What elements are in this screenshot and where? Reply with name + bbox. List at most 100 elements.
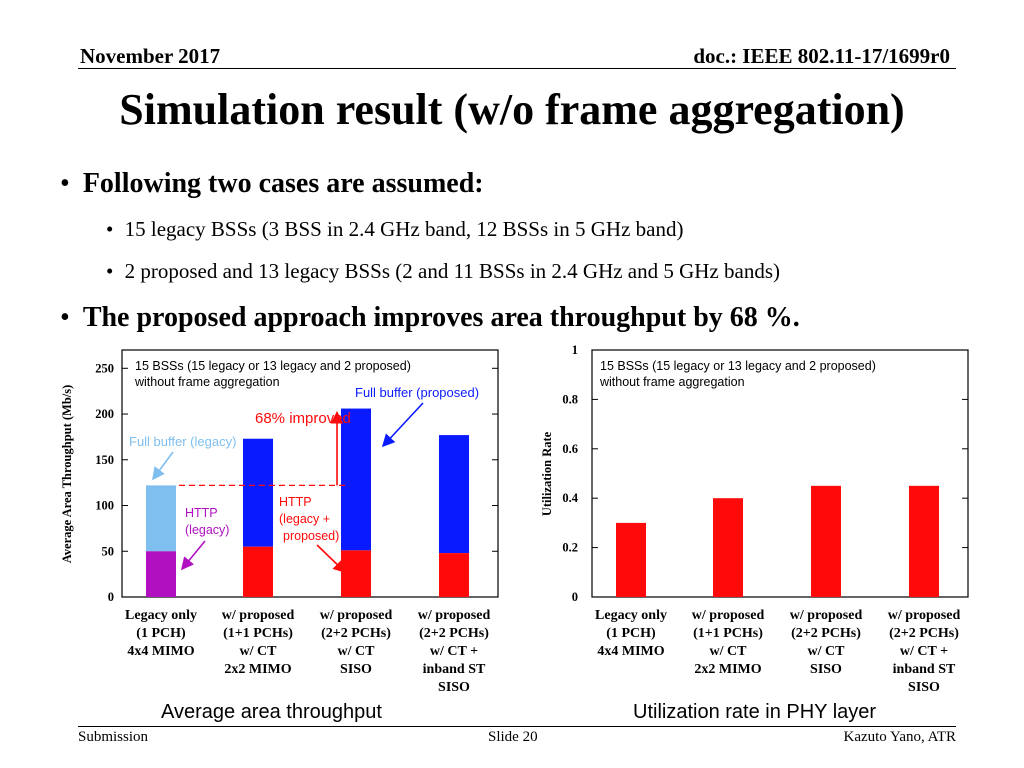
bullet-2-text: The proposed approach improves area thro… xyxy=(82,302,800,333)
bar-full-buffer-4 xyxy=(439,435,469,554)
y-tick-label: 50 xyxy=(102,544,115,558)
full-buffer-proposed-arrow xyxy=(381,402,424,448)
x-tick-label: w/ CT + xyxy=(430,644,478,659)
bar-http-1 xyxy=(146,551,176,597)
bullet-dot: • xyxy=(60,168,70,199)
x-tick-label: (2+2 PCHs) xyxy=(889,626,959,641)
x-tick-label: Legacy only xyxy=(595,608,667,623)
right-chart-caption: Utilization rate in PHY layer xyxy=(633,701,877,723)
x-tick-label: w/ CT xyxy=(240,644,278,659)
x-tick-label: (1 PCH) xyxy=(136,626,186,641)
http-proposed-label-3: proposed) xyxy=(283,529,339,543)
x-tick-label: w/ proposed xyxy=(790,608,863,623)
x-tick-label: SISO xyxy=(438,680,470,695)
x-tick-label: w/ proposed xyxy=(692,608,765,623)
bullet-2: • The proposed approach improves area th… xyxy=(60,302,800,334)
bar-full-buffer-2 xyxy=(243,438,273,547)
x-tick-label: inband ST xyxy=(423,662,486,677)
http-proposed-label-2: (legacy + xyxy=(279,512,330,526)
x-tick-label: 2x2 MIMO xyxy=(224,662,291,677)
x-tick-label: Legacy only xyxy=(125,608,197,623)
x-tick-label: w/ CT xyxy=(808,644,846,659)
http-legacy-arrow xyxy=(180,540,206,571)
y-tick-label: 250 xyxy=(95,361,114,375)
x-tick-label: w/ CT xyxy=(710,644,748,659)
y-tick-label: 0.8 xyxy=(562,392,578,406)
x-tick-label: SISO xyxy=(908,680,940,695)
x-tick-label: inband ST xyxy=(893,662,956,677)
y-tick-label: 150 xyxy=(95,453,114,467)
bar-utilization-2 xyxy=(713,498,743,597)
plot-frame xyxy=(591,349,969,598)
x-tick-label: SISO xyxy=(340,662,372,677)
chart-title-line1: 15 BSSs (15 legacy or 13 legacy and 2 pr… xyxy=(600,359,876,373)
y-tick-label: 100 xyxy=(95,499,114,513)
footer-rule xyxy=(78,726,956,727)
bar-utilization-4 xyxy=(909,485,939,597)
slide-title: Simulation result (w/o frame aggregation… xyxy=(119,85,905,134)
x-tick-label: 2x2 MIMO xyxy=(694,662,761,677)
http-proposed-label-1: HTTP xyxy=(279,495,312,509)
y-tick-label: 0.4 xyxy=(562,491,578,505)
y-tick-label: 0 xyxy=(572,590,578,604)
x-tick-label: (1+1 PCHs) xyxy=(223,626,293,641)
x-tick-label: w/ proposed xyxy=(320,608,393,623)
x-tick-label: (2+2 PCHs) xyxy=(321,626,391,641)
throughput-chart: 0 50 100 150 200 250 Legacy only (1 PCH) 4x4 MI… xyxy=(60,349,499,695)
bar-http-4 xyxy=(439,553,469,597)
chart-title-line2: without frame aggregation xyxy=(599,375,745,389)
footer-slide-number: Slide 20 xyxy=(488,729,538,745)
http-proposed-arrow xyxy=(316,544,347,574)
bullet-1b: • 2 proposed and 13 legacy BSSs (2 and 1… xyxy=(106,259,780,284)
bullet-1b-text: 2 proposed and 13 legacy BSSs (2 and 11 … xyxy=(124,259,781,283)
y-tick-label: 1 xyxy=(572,343,578,357)
y-axis-label: Average Area Throughput (Mb/s) xyxy=(60,385,74,564)
bar-full-buffer-1 xyxy=(146,485,176,552)
x-tick-label: 4x4 MIMO xyxy=(127,644,194,659)
x-tick-label: (1 PCH) xyxy=(606,626,656,641)
full-buffer-legacy-arrow xyxy=(152,451,174,481)
x-tick-label: (2+2 PCHs) xyxy=(791,626,861,641)
y-tick-label: 0.2 xyxy=(562,541,578,555)
bar-http-2 xyxy=(243,546,273,597)
footer-submission: Submission xyxy=(78,729,149,745)
bar-http-3 xyxy=(341,550,371,597)
y-tick-label: 0 xyxy=(108,590,114,604)
bullet-dot: • xyxy=(106,217,114,241)
x-tick-label: w/ CT + xyxy=(900,644,948,659)
bullet-dot: • xyxy=(60,302,70,333)
x-tick-label: 4x4 MIMO xyxy=(597,644,664,659)
bar-utilization-3 xyxy=(811,485,841,597)
y-axis-label: Utilization Rate xyxy=(540,431,554,516)
chart-title-line1: 15 BSSs (15 legacy or 13 legacy and 2 pr… xyxy=(135,359,411,373)
plot-frame xyxy=(121,349,499,598)
header-doc-id: doc.: IEEE 802.11-17/1699r0 xyxy=(693,44,950,68)
footer-author: Kazuto Yano, ATR xyxy=(843,729,956,745)
bullet-1a-text: 15 legacy BSSs (3 BSS in 2.4 GHz band, 1… xyxy=(124,217,684,241)
chart-title-line2: without frame aggregation xyxy=(134,375,280,389)
x-tick-label: (1+1 PCHs) xyxy=(693,626,763,641)
http-legacy-label-1: HTTP xyxy=(185,506,218,520)
bullet-dot: • xyxy=(106,259,114,283)
x-tick-label: w/ CT xyxy=(338,644,376,659)
y-tick-label: 0.6 xyxy=(562,442,578,456)
improvement-label: 68% improved xyxy=(255,410,351,427)
x-tick-label: w/ proposed xyxy=(222,608,295,623)
bullet-1: • Following two cases are assumed: xyxy=(60,168,484,200)
x-tick-label: (2+2 PCHs) xyxy=(419,626,489,641)
header-rule xyxy=(78,68,956,69)
http-legacy-label-2: (legacy) xyxy=(185,523,229,537)
bar-utilization-1 xyxy=(616,522,646,597)
x-tick-label: SISO xyxy=(810,662,842,677)
full-buffer-proposed-label: Full buffer (proposed) xyxy=(355,385,479,400)
full-buffer-legacy-label: Full buffer (legacy) xyxy=(129,434,236,449)
bullet-1a: • 15 legacy BSSs (3 BSS in 2.4 GHz band,… xyxy=(106,217,683,242)
x-tick-label: w/ proposed xyxy=(418,608,491,623)
header-date: November 2017 xyxy=(80,44,221,68)
utilization-chart: 0 0.2 0.4 0.6 0.8 1 Legacy only (1 PCH) 4x4 MIM… xyxy=(540,343,969,695)
x-tick-label: w/ proposed xyxy=(888,608,961,623)
left-chart-caption: Average area throughput xyxy=(161,701,382,723)
bullet-1-text: Following two cases are assumed: xyxy=(82,168,484,199)
bar-full-buffer-3 xyxy=(341,408,371,551)
y-tick-label: 200 xyxy=(95,407,114,421)
